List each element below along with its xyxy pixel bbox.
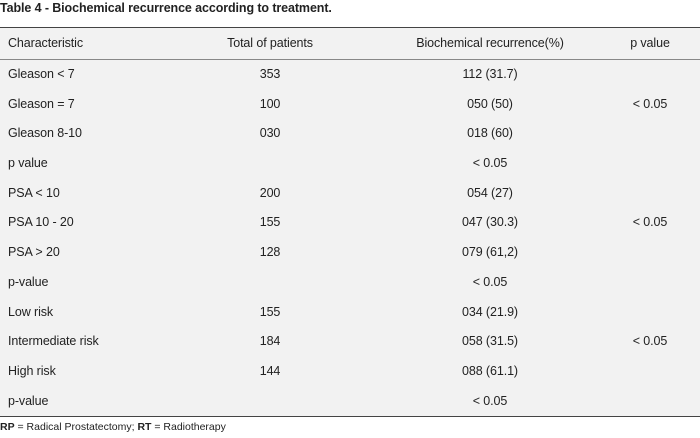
cell-total-patients: 184 [259, 334, 281, 349]
table-row: Gleason 8-10 030 018 (60) [0, 119, 700, 149]
cell-total-patients: 155 [259, 304, 281, 319]
cell-biochemical-recurrence: 054 (27) [467, 185, 513, 200]
table-title: Table 4 - Biochemical recurrence accordi… [0, 1, 332, 15]
cell-characteristic: p value [8, 156, 48, 171]
cell-characteristic: High risk [8, 363, 56, 378]
cell-characteristic: Gleason < 7 [8, 67, 75, 81]
cell-characteristic: p-value [8, 393, 49, 408]
cell-biochemical-recurrence: < 0.05 [472, 156, 508, 171]
header-characteristic: Characteristic [8, 36, 84, 50]
table-row: p-value < 0.05 [0, 268, 700, 298]
table-row: Gleason = 7 100 050 (50) < 0.05 [0, 90, 700, 120]
footnote-rp-abbr: RP [0, 421, 15, 433]
cell-characteristic: Intermediate risk [8, 334, 99, 349]
cell-biochemical-recurrence: 050 (50) [467, 96, 513, 111]
cell-biochemical-recurrence: 058 (31.5) [462, 334, 518, 349]
header-total-patients: Total of patients [227, 36, 313, 50]
footnote-rt-definition: = Radiotherapy [151, 421, 226, 433]
cell-characteristic: PSA < 10 [8, 185, 60, 200]
cell-characteristic: PSA 10 - 20 [8, 215, 74, 230]
cell-total-patients: 100 [259, 96, 281, 111]
cell-characteristic: p-value [8, 274, 49, 289]
data-table: Characteristic Total of patients Biochem… [0, 27, 700, 418]
cell-p-value: < 0.05 [632, 334, 668, 349]
table-header-row: Characteristic Total of patients Biochem… [0, 28, 700, 60]
table-row: PSA < 10 200 054 (27) [0, 179, 700, 209]
cell-biochemical-recurrence: 018 (60) [467, 126, 513, 141]
table-row: High risk 144 088 (61.1) [0, 357, 700, 387]
cell-characteristic: PSA > 20 [8, 245, 60, 260]
table-row: PSA > 20 128 079 (61,2) [0, 238, 700, 268]
cell-biochemical-recurrence: 047 (30.3) [462, 215, 518, 230]
cell-biochemical-recurrence: 034 (21.9) [462, 304, 518, 319]
table-row: Intermediate risk 184 058 (31.5) < 0.05 [0, 327, 700, 357]
cell-total-patients: 030 [259, 126, 281, 141]
header-biochemical-recurrence: Biochemical recurrence(%) [416, 36, 564, 50]
table-body: Gleason < 7 353 112 (31.7) Gleason = 7 100 05… [0, 60, 700, 416]
table-row: Gleason < 7 353 112 (31.7) [0, 60, 700, 90]
cell-characteristic: Low risk [8, 304, 54, 319]
cell-total-patients: 144 [259, 363, 281, 378]
cell-biochemical-recurrence: < 0.05 [472, 393, 508, 408]
cell-biochemical-recurrence: 112 (31.7) [462, 67, 518, 81]
footnote-rt-abbr: RT [137, 421, 152, 433]
table-row: p-value < 0.05 [0, 387, 700, 417]
cell-biochemical-recurrence: 079 (61,2) [462, 245, 518, 260]
cell-characteristic: Gleason = 7 [8, 96, 75, 111]
cell-total-patients: 155 [259, 215, 281, 230]
cell-characteristic: Gleason 8-10 [8, 126, 82, 141]
table-row: p value < 0.05 [0, 149, 700, 179]
header-p-value: p value [630, 36, 670, 50]
table-row: PSA 10 - 20 155 047 (30.3) < 0.05 [0, 208, 700, 238]
cell-p-value: < 0.05 [632, 96, 668, 111]
cell-p-value: < 0.05 [632, 215, 668, 230]
table-row: Low risk 155 034 (21.9) [0, 298, 700, 328]
cell-total-patients: 200 [259, 185, 281, 200]
footnote-rp-definition: = Radical Prostatectomy; [14, 421, 138, 433]
footnote: RP = Radical Prostatectomy; RT = Radioth… [0, 421, 226, 433]
cell-total-patients: 128 [259, 245, 281, 260]
cell-total-patients: 353 [259, 67, 281, 81]
cell-biochemical-recurrence: < 0.05 [472, 274, 508, 289]
cell-biochemical-recurrence: 088 (61.1) [462, 363, 518, 378]
